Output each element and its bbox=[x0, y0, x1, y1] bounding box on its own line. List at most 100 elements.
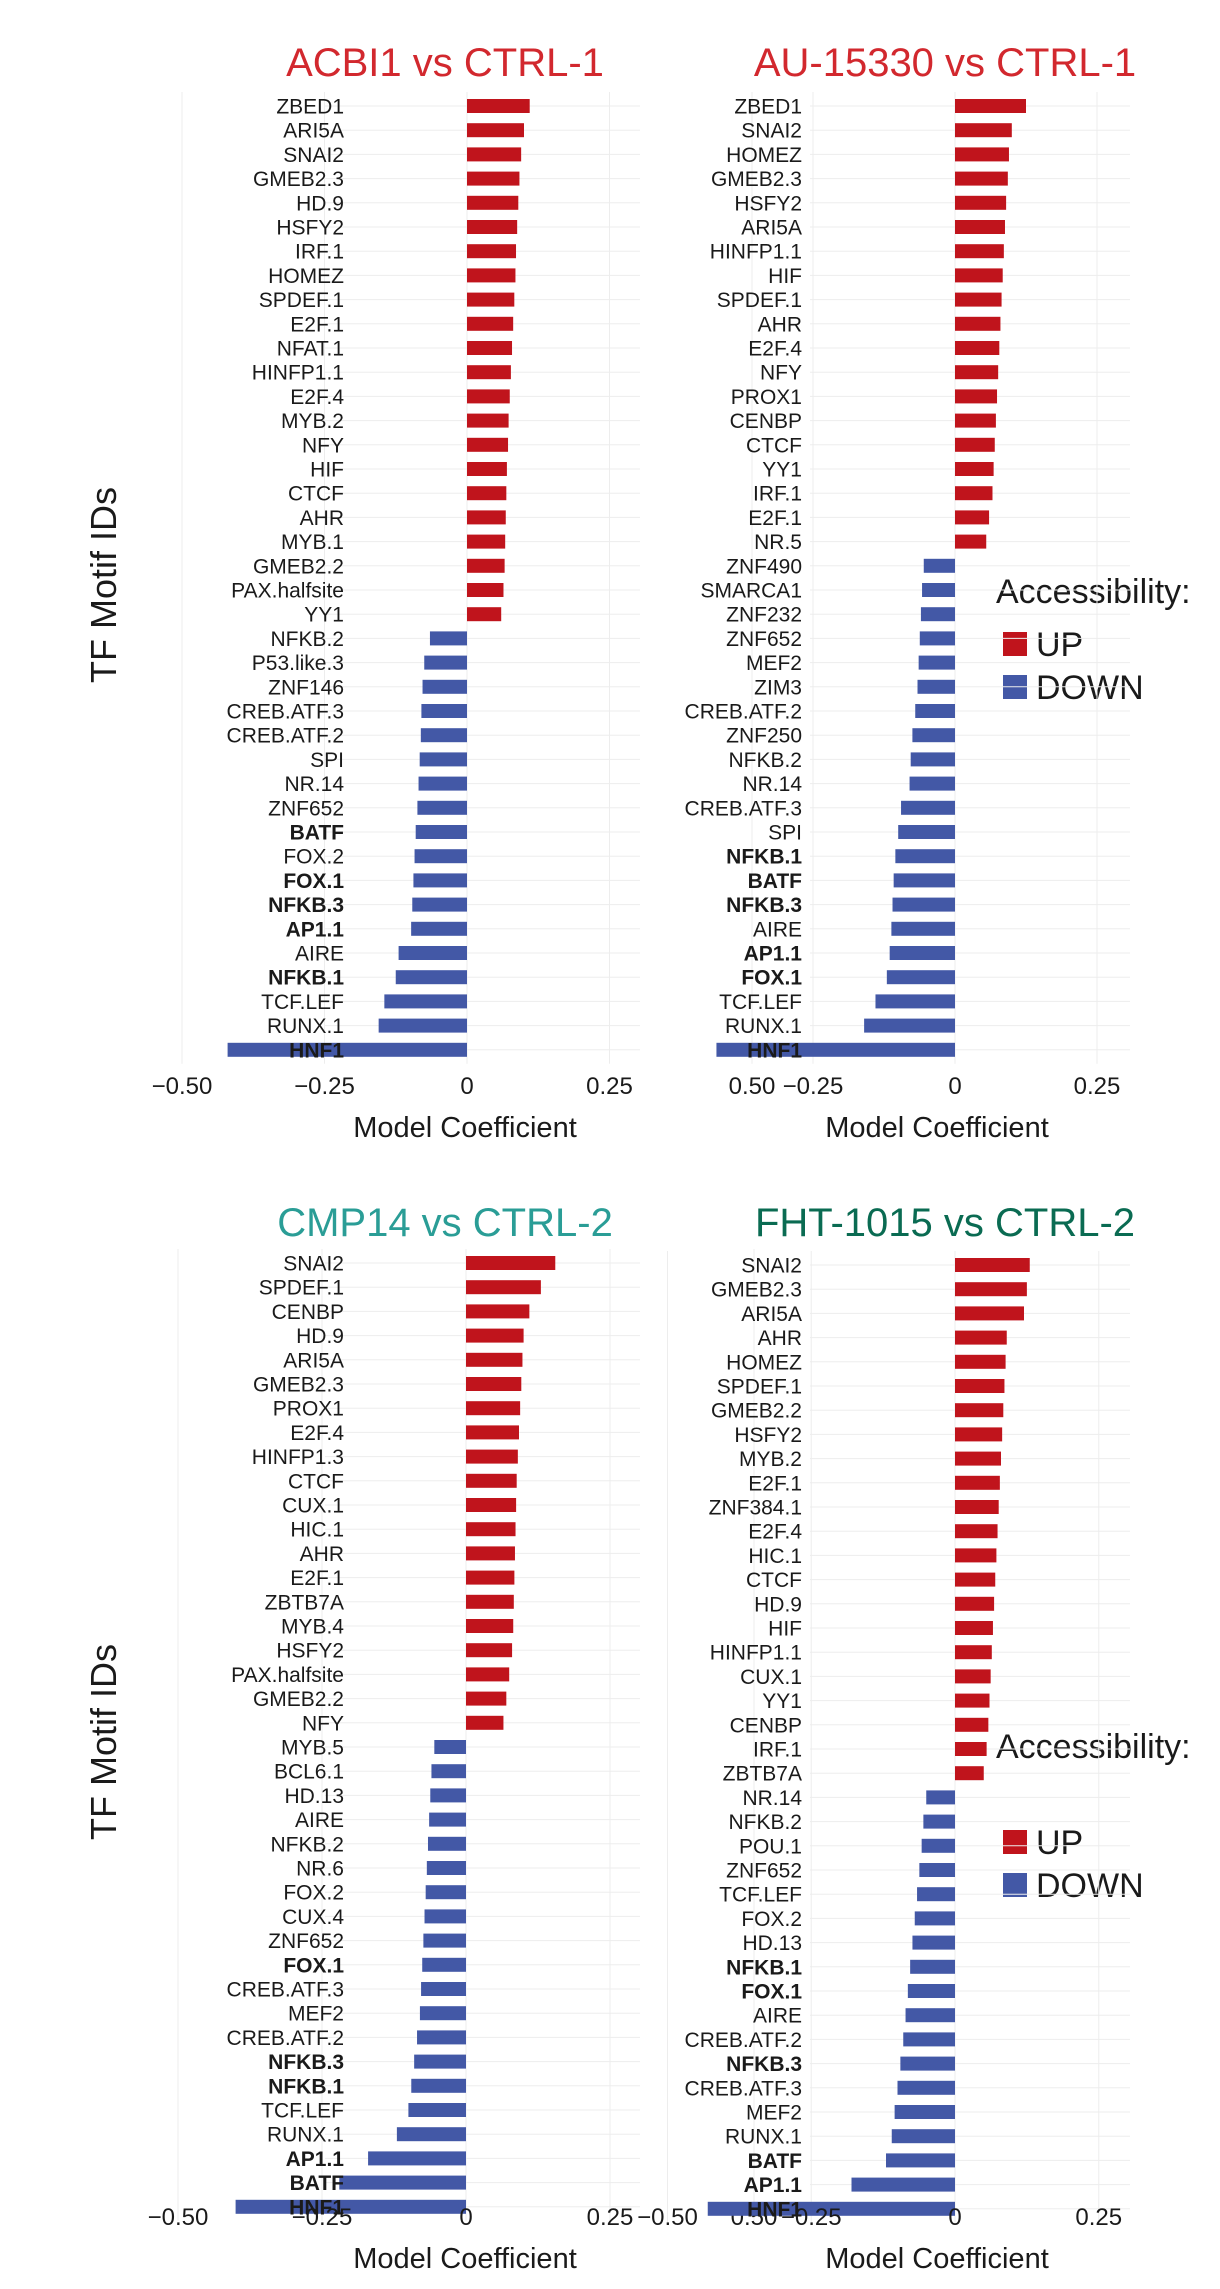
bar-ap1-1 bbox=[411, 921, 467, 936]
bar-nfkb-2 bbox=[427, 1836, 466, 1851]
bar-hinfp1-3 bbox=[466, 1449, 518, 1464]
bar-snai2 bbox=[467, 147, 522, 162]
bar-myb-1 bbox=[467, 534, 506, 549]
bar-e2f-1 bbox=[955, 510, 990, 525]
bar-spdef-1 bbox=[466, 1280, 541, 1295]
category-label: ZBED1 bbox=[734, 96, 802, 119]
bar-irf-1 bbox=[955, 1742, 987, 1756]
category-label: CREB.ATF.3 bbox=[227, 1979, 344, 2002]
bar-hsfy2 bbox=[955, 195, 1007, 210]
legend-up-label: UP bbox=[1036, 626, 1083, 664]
bar-hif bbox=[467, 462, 507, 476]
bar-creb-atf-2 bbox=[915, 704, 955, 718]
bar-ari5a bbox=[955, 220, 1005, 234]
bar-hinfp1-1 bbox=[467, 365, 511, 380]
y-axis-label-bottom: TF Motif IDs bbox=[83, 1644, 124, 1840]
category-label: HIC.1 bbox=[748, 1545, 802, 1568]
bar-tcf-lef bbox=[408, 2103, 466, 2117]
category-label: ARI5A bbox=[741, 1303, 802, 1326]
category-label: TCF.LEF bbox=[261, 991, 344, 1014]
category-label: HNF1 bbox=[289, 1039, 344, 1062]
category-label: NFKB.1 bbox=[726, 1956, 802, 1979]
bar-nr-14 bbox=[909, 776, 955, 791]
category-label: AIRE bbox=[295, 943, 344, 966]
bar-aire bbox=[398, 946, 467, 960]
bar-creb-atf-2 bbox=[417, 2030, 466, 2045]
bar-snai2 bbox=[955, 1258, 1030, 1272]
category-label: CREB.ATF.3 bbox=[685, 797, 802, 820]
category-label: ZNF652 bbox=[268, 797, 344, 820]
category-label: AHR bbox=[758, 313, 802, 336]
bar-aire bbox=[905, 2008, 955, 2023]
bar-nfy bbox=[955, 365, 999, 380]
category-label: MYB.4 bbox=[281, 1616, 344, 1639]
bar-nr-5 bbox=[955, 534, 987, 549]
category-label: E2F.4 bbox=[748, 1521, 802, 1544]
bar-gmeb2-3 bbox=[467, 171, 520, 186]
category-label: NR.14 bbox=[742, 773, 802, 796]
x-tick-label: −0.25 bbox=[292, 2204, 353, 2231]
panel-title-fht1015: FHT-1015 vs CTRL-2 bbox=[755, 1201, 1135, 1245]
category-label: E2F.4 bbox=[290, 1422, 344, 1445]
bar-ari5a bbox=[955, 1306, 1024, 1321]
bar-snai2 bbox=[955, 123, 1012, 138]
category-label: NFKB.3 bbox=[268, 894, 344, 917]
bar-nfkb-3 bbox=[900, 2056, 955, 2071]
bar-aire bbox=[891, 921, 955, 936]
bar-ctcf bbox=[467, 486, 507, 501]
category-label: YY1 bbox=[762, 459, 802, 482]
bar-hinfp1-1 bbox=[955, 244, 1004, 259]
category-label: E2F.1 bbox=[290, 313, 344, 336]
bar-creb-atf-3 bbox=[901, 800, 955, 815]
category-label: BCL6.1 bbox=[274, 1761, 344, 1784]
category-label: RUNX.1 bbox=[725, 2126, 802, 2149]
bar-nfkb-2 bbox=[910, 752, 955, 767]
category-label: PROX1 bbox=[273, 1398, 344, 1421]
bar-mef2 bbox=[419, 2006, 466, 2021]
category-label: HNF1 bbox=[747, 1039, 802, 1062]
category-label: NFKB.1 bbox=[268, 967, 344, 990]
bar-cenbp bbox=[466, 1304, 530, 1319]
category-label: MYB.2 bbox=[739, 1448, 802, 1471]
category-label: NFKB.2 bbox=[270, 1833, 344, 1856]
panel-fht1015: SNAI2GMEB2.3ARI5AAHRHOMEZSPDEF.1GMEB2.2H… bbox=[637, 1251, 1220, 2231]
category-label: E2F.4 bbox=[290, 386, 344, 409]
category-label: CTCF bbox=[746, 1569, 802, 1592]
category-label: GMEB2.3 bbox=[711, 168, 802, 191]
category-label: CENBP bbox=[272, 1301, 344, 1324]
category-label: HINFP1.1 bbox=[252, 362, 344, 385]
category-label: ZNF146 bbox=[268, 676, 344, 699]
category-label: NFKB.1 bbox=[268, 2075, 344, 2098]
category-label: HINFP1.1 bbox=[710, 1642, 802, 1665]
x-tick-label: 0.50 bbox=[729, 1073, 776, 1100]
category-label: HD.9 bbox=[296, 192, 344, 215]
bar-ctcf bbox=[955, 437, 995, 452]
x-tick-label: −0.25 bbox=[781, 2204, 842, 2231]
category-label: GMEB2.2 bbox=[253, 555, 344, 578]
bar-hnf1 bbox=[707, 2201, 955, 2216]
category-label: BATF bbox=[748, 870, 803, 893]
category-label: CTCF bbox=[288, 1470, 344, 1493]
bar-znf652 bbox=[919, 1863, 955, 1877]
category-label: P53.like.3 bbox=[252, 652, 344, 675]
legend-up-swatch bbox=[1003, 1830, 1027, 1854]
category-label: E2F.1 bbox=[748, 507, 802, 530]
category-label: AHR bbox=[300, 507, 344, 530]
category-label: MYB.2 bbox=[281, 410, 344, 433]
bar-znf652 bbox=[919, 631, 955, 646]
bar-fox-1 bbox=[422, 1957, 466, 1972]
category-label: SNAI2 bbox=[283, 1253, 344, 1276]
bar-tcf-lef bbox=[384, 994, 467, 1009]
bar-gmeb2-3 bbox=[955, 1282, 1027, 1297]
category-label: CREB.ATF.2 bbox=[227, 2027, 344, 2050]
bar-znf146 bbox=[422, 679, 467, 694]
category-label: GMEB2.3 bbox=[253, 1374, 344, 1397]
bar-yy1 bbox=[955, 1693, 990, 1708]
category-label: SPDEF.1 bbox=[259, 289, 344, 312]
category-label: NFY bbox=[302, 434, 344, 457]
category-label: ARI5A bbox=[283, 1349, 344, 1372]
category-label: SNAI2 bbox=[283, 144, 344, 167]
bar-cux-4 bbox=[424, 1909, 466, 1924]
panel-title-au15330: AU-15330 vs CTRL-1 bbox=[754, 41, 1136, 85]
x-axis-label-acbi1: Model Coefficient bbox=[353, 1112, 577, 1144]
